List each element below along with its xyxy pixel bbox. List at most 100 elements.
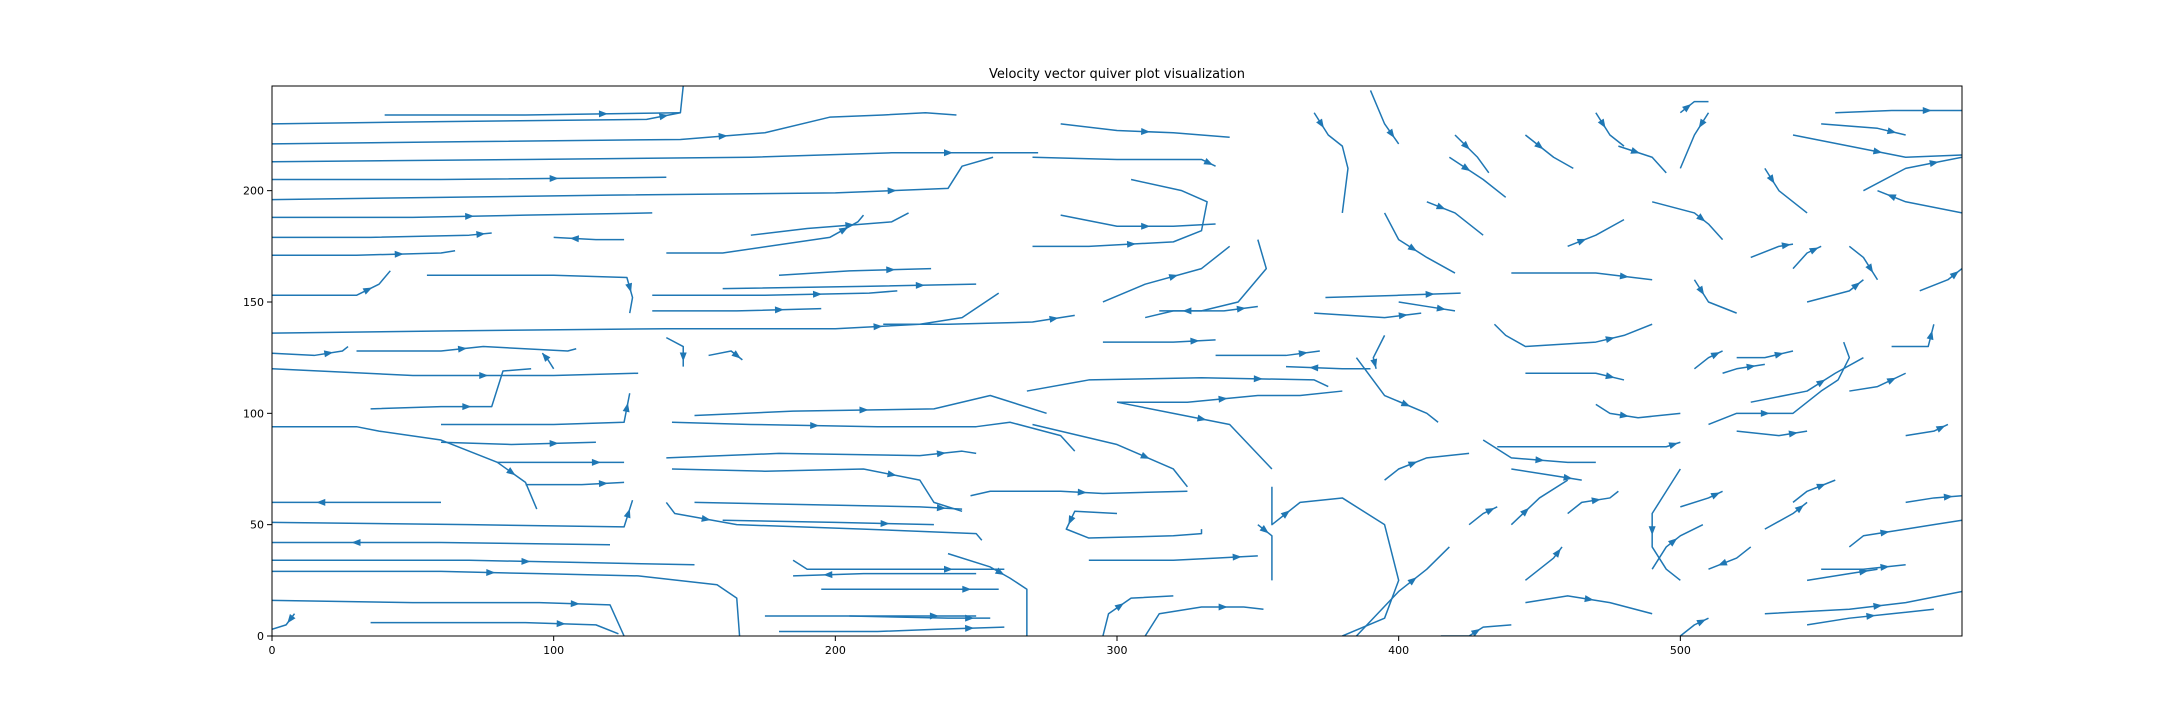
streamline-arrow (1218, 395, 1228, 403)
streamline (722, 281, 977, 290)
streamline-arrow (1470, 628, 1481, 636)
streamline-arrow (1232, 553, 1242, 561)
streamline-arrow (1880, 529, 1890, 537)
y-axis: 0 50 100 150 200 (243, 185, 272, 643)
streamline-path (1891, 324, 1935, 348)
streamline-arrow (944, 565, 953, 573)
streamline-path (525, 481, 625, 486)
streamline (1482, 439, 1596, 464)
streamline-arrow (1788, 430, 1798, 438)
streamline (694, 501, 963, 512)
streamline-arrow (1880, 563, 1890, 571)
streamline-arrow (1794, 504, 1804, 514)
streamline (1764, 590, 1962, 615)
streamline-path (272, 86, 684, 125)
streamline (970, 488, 1188, 497)
streamline (821, 585, 999, 593)
streamline (1806, 279, 1864, 303)
streamline (1060, 214, 1216, 230)
streamline-path (1736, 350, 1794, 359)
streamline-arrow (1190, 337, 1200, 345)
streamline-arrow (1815, 379, 1826, 388)
x-tick-label: 500 (1670, 644, 1691, 657)
streamline (666, 214, 865, 254)
streamline-path (665, 336, 684, 367)
streamline-path (272, 599, 625, 636)
streamline-arrow (1774, 351, 1784, 359)
streamline (1102, 337, 1216, 345)
streamline-arrow (1949, 271, 1959, 280)
streamline-arrow (1435, 202, 1446, 210)
streamline-path (1032, 156, 1216, 167)
streamline-arrow (622, 402, 630, 413)
streamline-arrow (1584, 595, 1594, 603)
streamline-arrow (462, 403, 472, 411)
streamline-path (1355, 546, 1450, 636)
streamline-path (1764, 167, 1808, 214)
streamline (272, 292, 1000, 334)
streamline (1708, 341, 1851, 426)
streamline-path (272, 250, 456, 256)
streamline-arrow (1710, 492, 1721, 500)
streamline (1271, 486, 1400, 636)
streamline-arrow (887, 470, 897, 478)
streamline-path (1102, 595, 1174, 636)
streamline-arrow (1865, 263, 1874, 273)
streamline-arrow (915, 281, 925, 289)
streamline-arrow (1866, 612, 1876, 620)
streamline-arrow (658, 113, 669, 121)
streamline-arrow (1619, 411, 1629, 419)
streamline-arrow (936, 450, 946, 458)
streamline-arrow (1386, 128, 1395, 138)
streamline-arrow (838, 227, 849, 235)
streamline (1493, 323, 1653, 348)
streamline-path (1510, 479, 1569, 526)
streamline-arrow (1597, 118, 1606, 129)
streamline-path (1708, 341, 1851, 426)
streamline-arrow (316, 498, 326, 506)
streamline-arrow (859, 406, 869, 414)
streamline-arrow (1809, 247, 1819, 255)
streamline-path (694, 394, 1047, 417)
streamline-path (1285, 365, 1371, 370)
streamline (272, 149, 1039, 163)
streamline-arrow (570, 600, 580, 608)
y-tick-label: 50 (250, 519, 264, 532)
streamline-arrow (1425, 290, 1435, 298)
streamline-arrow (810, 422, 820, 430)
streamline-path (1026, 376, 1329, 392)
streamline (1369, 90, 1400, 145)
streamline-path (553, 236, 625, 241)
streamline-arrow (556, 620, 566, 628)
streamlines (272, 86, 1962, 636)
streamline-arrow (1563, 473, 1573, 481)
streamline-arrow (1398, 312, 1408, 320)
streamline-arrow (362, 287, 373, 295)
streamline-arrow (1534, 140, 1544, 150)
streamline-arrow (873, 323, 883, 331)
streamline (1257, 524, 1273, 581)
streamline (1680, 490, 1723, 508)
streamline-path (652, 290, 898, 297)
streamline-path (272, 425, 538, 510)
streamline-arrow (1049, 315, 1059, 323)
streamline-path (1065, 510, 1203, 539)
streamline-path (1383, 212, 1456, 274)
streamline (1426, 201, 1484, 236)
streamline-arrow (598, 480, 608, 488)
streamline-arrow (287, 613, 296, 624)
streamline-arrow (1648, 526, 1656, 536)
streamline-arrow (486, 568, 496, 576)
streamline-arrow (812, 290, 823, 298)
streamline-arrow (774, 306, 784, 314)
streamline-arrow (1872, 147, 1883, 155)
streamline-arrow (1929, 160, 1939, 168)
x-tick-label: 400 (1388, 644, 1409, 657)
streamline (1102, 595, 1174, 636)
streamline-arrow (731, 350, 741, 359)
streamline-arrow (936, 504, 946, 512)
streamline-path (1618, 145, 1667, 174)
streamline-arrow (1182, 307, 1192, 315)
streamline-arrow (1717, 558, 1728, 566)
